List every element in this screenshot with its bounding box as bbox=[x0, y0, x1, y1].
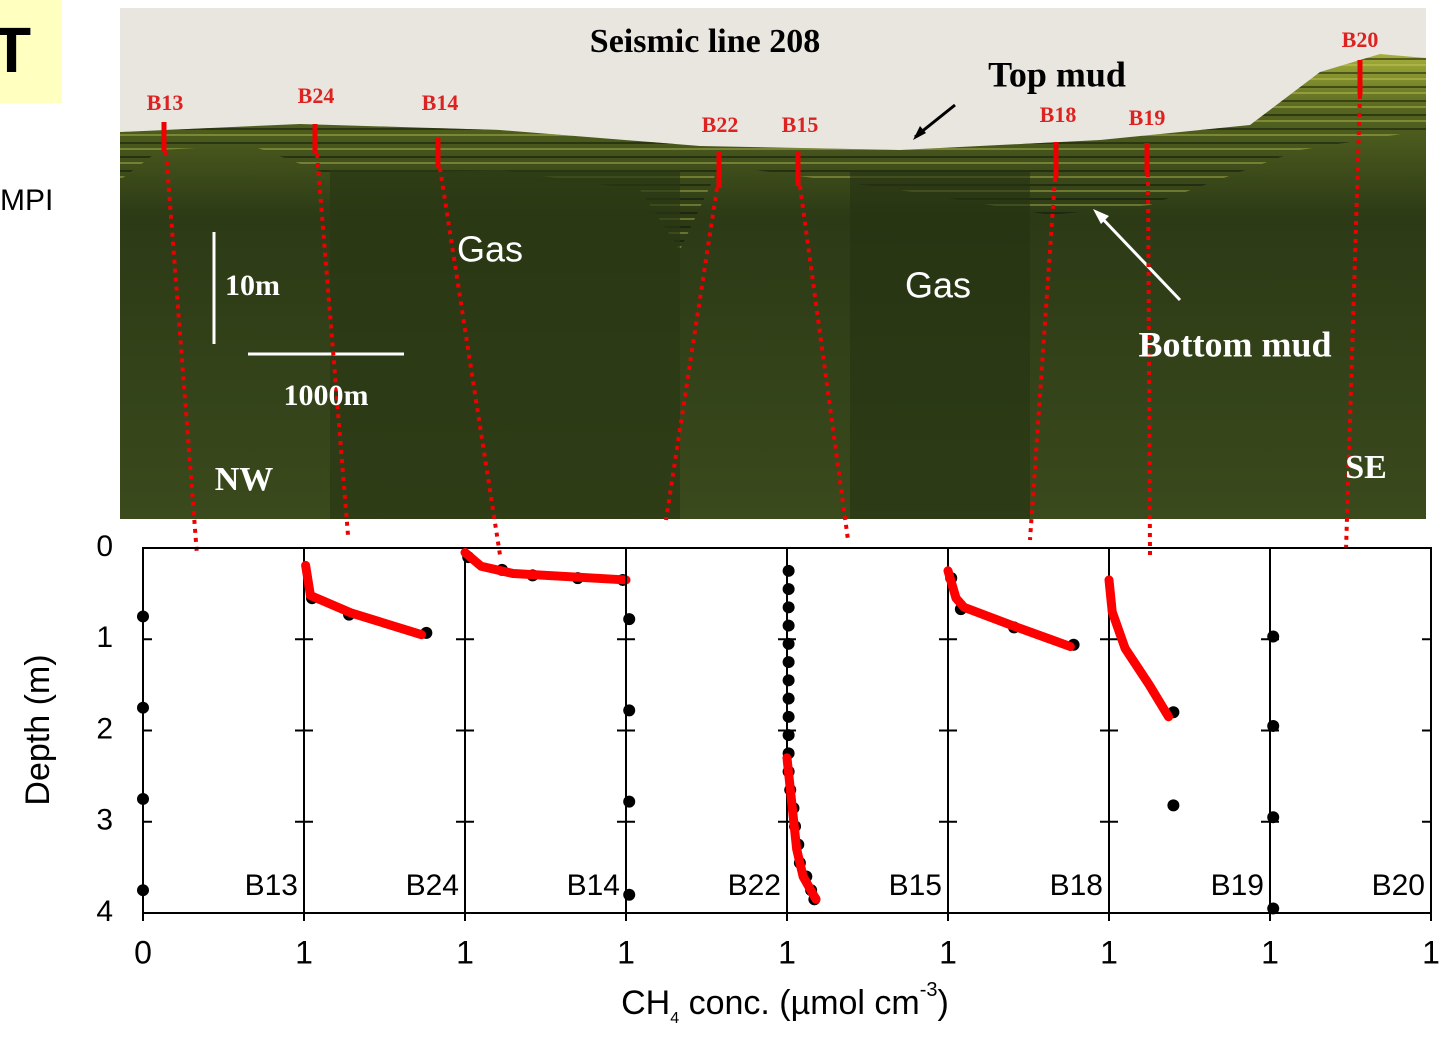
panel-label: B20 bbox=[1372, 869, 1425, 902]
panel-frame bbox=[948, 548, 1109, 913]
x-label-rest: conc. (µmol cm bbox=[679, 984, 920, 1022]
data-point bbox=[1167, 799, 1179, 811]
panel-label: B15 bbox=[889, 869, 942, 902]
panel-label: B14 bbox=[567, 869, 620, 902]
x-tick-label: 1 bbox=[1261, 934, 1279, 970]
data-point bbox=[783, 620, 795, 632]
x-tick-label: 1 bbox=[295, 934, 313, 970]
scale-vertical: 10m bbox=[225, 269, 280, 302]
fit-line bbox=[948, 571, 1070, 647]
panel-label: B19 bbox=[1211, 869, 1264, 902]
panel-label: B18 bbox=[1050, 869, 1103, 902]
panel-frame bbox=[465, 548, 626, 913]
data-point bbox=[137, 884, 149, 896]
y-axis-label: Depth (m) bbox=[19, 654, 57, 805]
x-label-end: ) bbox=[938, 984, 949, 1022]
station-label: B18 bbox=[1040, 102, 1077, 127]
data-point bbox=[783, 693, 795, 705]
station-label: B13 bbox=[147, 90, 184, 115]
panel-label: B13 bbox=[245, 869, 298, 902]
data-point bbox=[1267, 720, 1279, 732]
x-label-main: CH bbox=[621, 984, 670, 1022]
station-label: B15 bbox=[782, 112, 819, 137]
label-bottom-mud: Bottom mud bbox=[1138, 324, 1331, 364]
data-point bbox=[623, 704, 635, 716]
data-point bbox=[137, 793, 149, 805]
data-point bbox=[783, 601, 795, 613]
panel-label: B22 bbox=[728, 869, 781, 902]
station-label: B22 bbox=[702, 112, 739, 137]
seismic-title: Seismic line 208 bbox=[590, 23, 820, 60]
data-point bbox=[623, 889, 635, 901]
fit-line bbox=[1109, 580, 1169, 717]
x-tick-label: 1 bbox=[939, 934, 957, 970]
data-point bbox=[783, 711, 795, 723]
label-gas: Gas bbox=[457, 229, 523, 270]
panel-frame bbox=[1109, 548, 1270, 913]
data-point bbox=[783, 656, 795, 668]
data-point bbox=[783, 674, 795, 686]
station-label: B20 bbox=[1342, 27, 1379, 52]
y-tick-label: 0 bbox=[96, 530, 113, 563]
y-tick-label: 4 bbox=[96, 895, 113, 928]
figure: T MPI Seismic line 208 Top mud Bottom mu… bbox=[0, 0, 1443, 1045]
station-label: B24 bbox=[298, 83, 335, 108]
y-tick-label: 3 bbox=[96, 804, 113, 837]
data-point bbox=[623, 796, 635, 808]
data-point bbox=[623, 613, 635, 625]
header-letter: T bbox=[0, 14, 31, 86]
label-gas: Gas bbox=[905, 265, 971, 306]
x-tick-label: 1 bbox=[778, 934, 796, 970]
data-point bbox=[1267, 811, 1279, 823]
data-point bbox=[137, 702, 149, 714]
x-label-sub: 4 bbox=[670, 1010, 679, 1027]
panel-frame bbox=[787, 548, 948, 913]
data-point bbox=[1267, 631, 1279, 643]
panel-frame bbox=[626, 548, 787, 913]
fit-line bbox=[306, 565, 422, 634]
label-se: SE bbox=[1345, 449, 1387, 486]
panel-label: B24 bbox=[406, 869, 459, 902]
data-point bbox=[783, 638, 795, 650]
data-point bbox=[783, 565, 795, 577]
data-point bbox=[1267, 902, 1279, 914]
x-tick-label: 1 bbox=[1100, 934, 1118, 970]
station-label: B19 bbox=[1129, 105, 1166, 130]
station-label: B14 bbox=[422, 90, 459, 115]
x-tick-label: 0 bbox=[134, 934, 152, 970]
data-point bbox=[783, 729, 795, 741]
panel-frame bbox=[1270, 548, 1431, 913]
x-tick-label: 1 bbox=[617, 934, 635, 970]
x-tick-label: 1 bbox=[456, 934, 474, 970]
fit-line bbox=[465, 553, 626, 580]
x-label-sup: -3 bbox=[920, 979, 938, 1001]
panel-frame bbox=[143, 548, 304, 913]
x-tick-label: 1 bbox=[1422, 934, 1440, 970]
data-point bbox=[783, 583, 795, 595]
y-tick-label: 2 bbox=[96, 712, 113, 745]
side-text: MPI bbox=[0, 184, 53, 217]
scale-horizontal: 1000m bbox=[284, 379, 369, 412]
data-point bbox=[137, 610, 149, 622]
label-top-mud: Top mud bbox=[988, 54, 1126, 94]
y-tick-label: 1 bbox=[96, 621, 113, 654]
x-axis-label: CH4 conc. (µmol cm-3) bbox=[621, 979, 949, 1027]
label-nw: NW bbox=[215, 461, 274, 498]
